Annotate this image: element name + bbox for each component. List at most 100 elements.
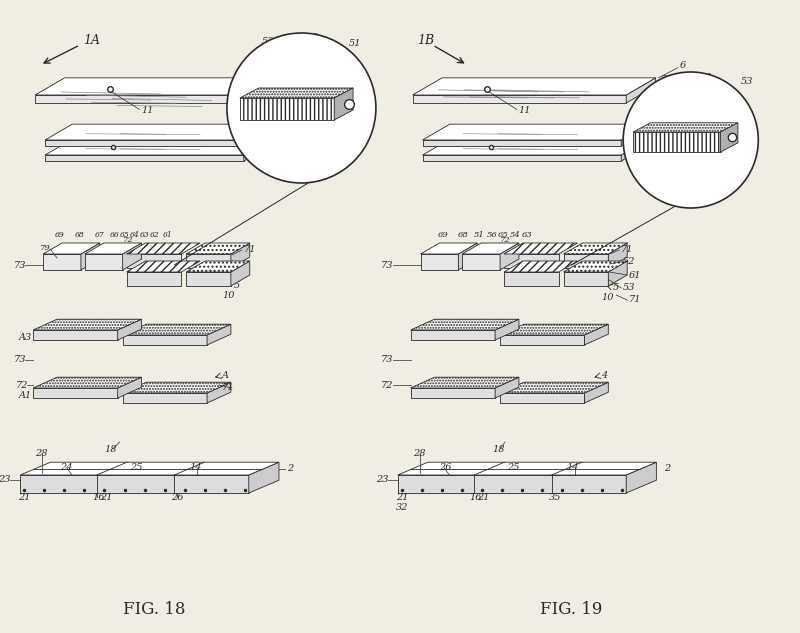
Polygon shape: [35, 95, 249, 103]
Text: 66: 66: [110, 231, 119, 239]
Text: 14: 14: [189, 463, 202, 472]
Polygon shape: [458, 243, 478, 270]
Polygon shape: [721, 123, 738, 152]
Text: 1A: 1A: [83, 34, 100, 46]
Text: 53: 53: [741, 77, 753, 87]
Text: 25: 25: [130, 463, 142, 472]
Text: 26: 26: [439, 463, 452, 472]
Polygon shape: [585, 382, 608, 403]
Circle shape: [623, 72, 758, 208]
Polygon shape: [34, 388, 118, 398]
Polygon shape: [35, 78, 278, 95]
Polygon shape: [43, 243, 100, 254]
Polygon shape: [500, 324, 608, 335]
Text: 64: 64: [130, 231, 139, 239]
Text: 51: 51: [474, 231, 485, 239]
Polygon shape: [244, 139, 271, 161]
Polygon shape: [122, 382, 231, 393]
Text: 68: 68: [458, 231, 468, 239]
Text: FIG. 19: FIG. 19: [540, 601, 602, 618]
Text: 41: 41: [512, 330, 525, 339]
Text: 73: 73: [381, 261, 394, 270]
Polygon shape: [126, 254, 182, 268]
Polygon shape: [186, 272, 231, 286]
Polygon shape: [126, 261, 200, 272]
Text: FIG. 18: FIG. 18: [123, 601, 186, 618]
Text: 18: 18: [105, 446, 118, 454]
Text: 11: 11: [142, 106, 154, 115]
Text: 63: 63: [522, 231, 533, 239]
Polygon shape: [504, 261, 578, 272]
Polygon shape: [122, 324, 231, 335]
Polygon shape: [564, 243, 627, 254]
Polygon shape: [608, 261, 627, 286]
Text: 52: 52: [661, 75, 674, 84]
Polygon shape: [186, 261, 250, 272]
Text: 12: 12: [500, 244, 510, 252]
Text: 71: 71: [629, 296, 642, 304]
Polygon shape: [413, 78, 656, 95]
Polygon shape: [398, 475, 626, 493]
Polygon shape: [34, 330, 118, 340]
Polygon shape: [495, 377, 519, 398]
Text: 1B: 1B: [418, 34, 434, 46]
Polygon shape: [20, 462, 279, 475]
Text: 21: 21: [100, 494, 112, 503]
Polygon shape: [231, 243, 250, 268]
Text: 67: 67: [95, 231, 105, 239]
Text: 71: 71: [622, 246, 634, 254]
Text: 54: 54: [510, 231, 521, 239]
Polygon shape: [504, 254, 558, 268]
Polygon shape: [118, 377, 142, 398]
Text: 12: 12: [122, 244, 134, 252]
Polygon shape: [45, 139, 271, 155]
Polygon shape: [34, 319, 142, 330]
Polygon shape: [462, 243, 519, 254]
Text: 56: 56: [487, 231, 498, 239]
Polygon shape: [421, 254, 458, 270]
Polygon shape: [564, 261, 627, 272]
Text: 24: 24: [60, 463, 73, 472]
Text: 28: 28: [413, 449, 425, 458]
Polygon shape: [45, 140, 244, 146]
Polygon shape: [500, 243, 519, 270]
Text: 10: 10: [602, 294, 614, 303]
Polygon shape: [622, 139, 648, 161]
Text: 3: 3: [276, 156, 282, 165]
Polygon shape: [122, 335, 207, 345]
Polygon shape: [207, 382, 231, 403]
Polygon shape: [186, 243, 250, 254]
Text: 72: 72: [381, 380, 394, 389]
Polygon shape: [462, 254, 500, 270]
Polygon shape: [122, 243, 142, 270]
Polygon shape: [249, 462, 279, 493]
Text: 72: 72: [15, 380, 28, 389]
Polygon shape: [410, 377, 519, 388]
Polygon shape: [410, 330, 495, 340]
Text: 51: 51: [349, 39, 362, 47]
Polygon shape: [500, 335, 585, 345]
Polygon shape: [43, 254, 81, 270]
Polygon shape: [421, 243, 478, 254]
Polygon shape: [422, 155, 622, 161]
Polygon shape: [20, 475, 249, 493]
Polygon shape: [585, 324, 608, 345]
Text: A3: A3: [18, 334, 32, 342]
Text: 73: 73: [14, 356, 26, 365]
Polygon shape: [422, 124, 648, 140]
Polygon shape: [633, 132, 721, 152]
Text: 71: 71: [222, 384, 234, 392]
Text: 8: 8: [656, 133, 662, 142]
Text: 62: 62: [150, 231, 159, 239]
Polygon shape: [422, 140, 622, 146]
Polygon shape: [626, 462, 656, 493]
Polygon shape: [500, 382, 608, 393]
Text: A1: A1: [18, 391, 32, 399]
Polygon shape: [126, 243, 200, 254]
Polygon shape: [398, 462, 656, 475]
Polygon shape: [500, 393, 585, 403]
Text: 72: 72: [122, 236, 134, 244]
Polygon shape: [608, 243, 627, 268]
Text: 16: 16: [92, 494, 104, 503]
Text: 11: 11: [518, 106, 531, 115]
